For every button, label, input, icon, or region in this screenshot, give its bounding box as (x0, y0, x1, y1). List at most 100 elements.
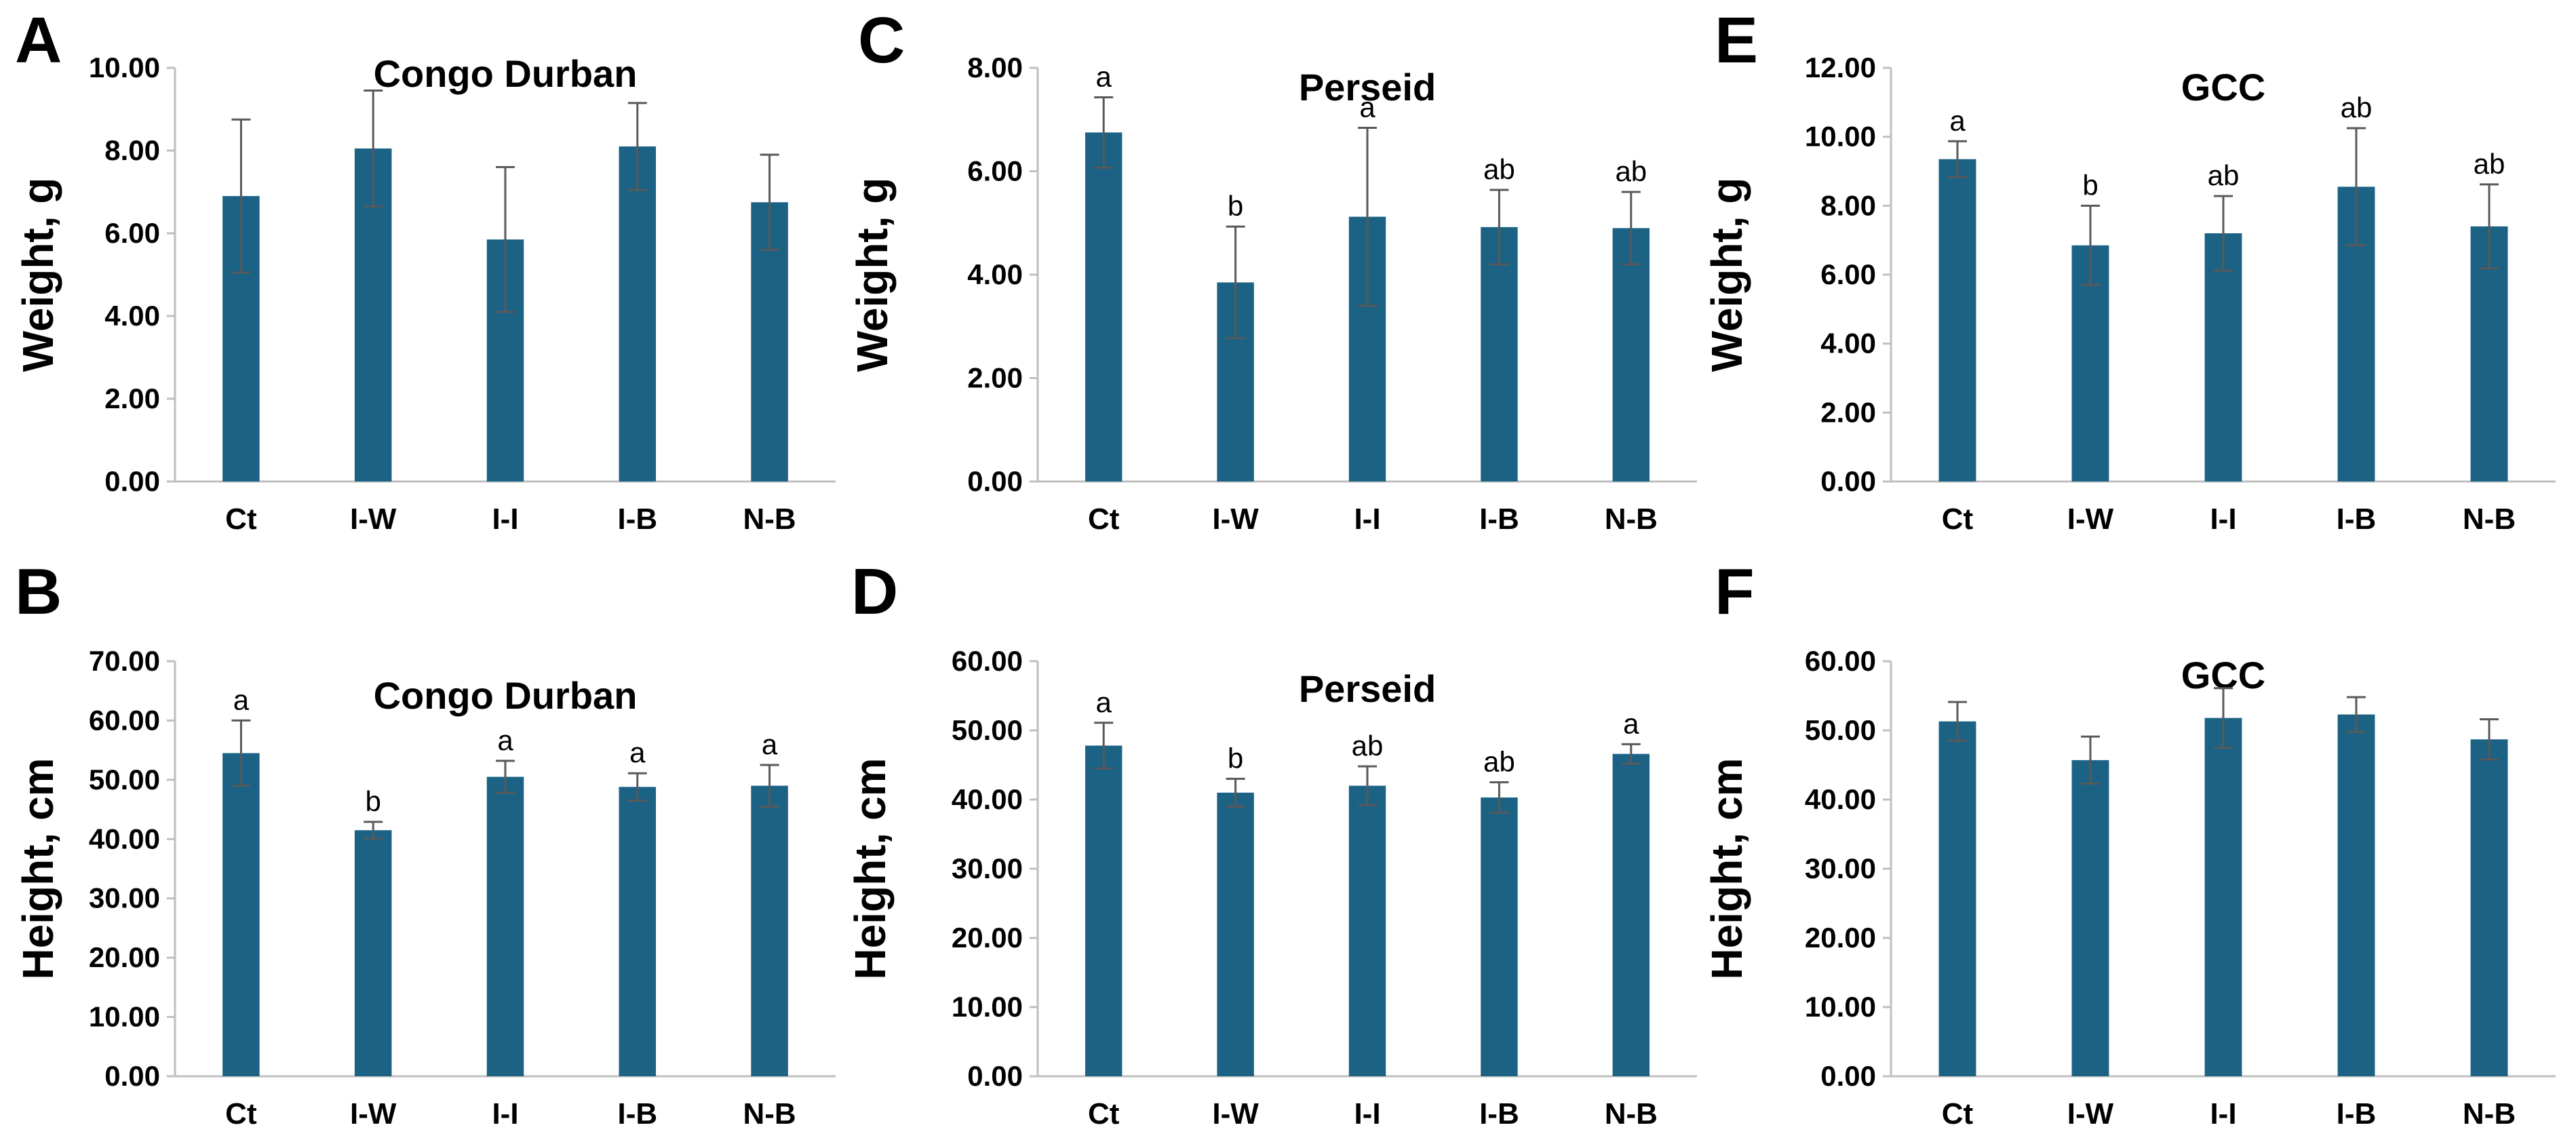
significance-label: a (629, 736, 646, 768)
chart-panel-b: B Congo Durban Height, cm 0.00 10.00 20.00 30.… (14, 555, 836, 1131)
x-tick-label: Ct (1942, 1097, 1974, 1131)
y-tick-label: 2.00 (967, 362, 1023, 394)
y-axis-label: Height, cm (846, 758, 895, 979)
panel-letter: B (15, 555, 62, 628)
y-tick-label: 30.00 (89, 882, 160, 914)
y-tick-label: 30.00 (1805, 852, 1876, 884)
y-tick-label: 10.00 (952, 991, 1023, 1023)
significance-label: a (1949, 104, 1966, 136)
y-axis-label: Height, cm (14, 758, 62, 979)
x-tick-label: N-B (2463, 1097, 2516, 1131)
y-tick-label: 12.00 (1805, 52, 1876, 83)
bar-i-b (1481, 797, 1518, 1076)
significance-label: a (497, 724, 513, 756)
panel-letter: F (1715, 555, 1755, 628)
y-tick-label: 10.00 (1805, 121, 1876, 153)
y-tick-label: 50.00 (89, 764, 160, 795)
y-tick-label: 10.00 (1805, 991, 1876, 1023)
y-tick-label: 20.00 (89, 941, 160, 973)
y-axis-label: Weight, g (848, 178, 897, 372)
bar-i-w (354, 830, 392, 1076)
y-tick-label: 6.00 (967, 155, 1023, 187)
chart-panel-c: C Perseid Weight, g 0.00 2.00 4.00 6.00 8.00 Ct a… (848, 4, 1697, 536)
x-tick-label: Ct (1088, 1097, 1120, 1131)
significance-label: ab (1483, 153, 1515, 185)
x-tick-label: I-I (2210, 1097, 2236, 1131)
y-axis-label: Height, cm (1702, 758, 1751, 979)
y-tick-label: 0.00 (1820, 465, 1876, 497)
significance-label: a (1096, 686, 1112, 718)
y-axis-label: Weight, g (1702, 178, 1751, 372)
y-axis-label: Weight, g (14, 178, 62, 372)
x-tick-label: I-I (2210, 503, 2236, 536)
chart-title: Congo Durban (374, 674, 638, 717)
y-tick-label: 2.00 (1820, 396, 1876, 428)
x-tick-label: I-B (2337, 503, 2377, 536)
significance-label: b (366, 785, 381, 817)
x-tick-label: I-B (1479, 503, 1519, 536)
y-tick-label: 60.00 (89, 704, 160, 736)
x-tick-label: I-I (492, 503, 518, 536)
y-tick-label: 0.00 (967, 1060, 1023, 1092)
x-tick-label: I-I (1354, 503, 1380, 536)
x-tick-label: I-W (2067, 1097, 2114, 1131)
bar-i-i (2204, 233, 2242, 481)
bar-i-i (2204, 718, 2242, 1076)
y-tick-label: 20.00 (952, 922, 1023, 954)
significance-label: a (762, 728, 778, 760)
chart-panel-d: D Perseid Height, cm 0.00 10.00 20.00 30.00 40.… (846, 555, 1697, 1131)
y-tick-label: 70.00 (89, 645, 160, 677)
x-tick-label: I-B (617, 1097, 657, 1131)
y-tick-label: 40.00 (1805, 783, 1876, 815)
significance-label: a (233, 684, 250, 715)
y-tick-label: 4.00 (1820, 328, 1876, 359)
significance-label: ab (2208, 159, 2240, 191)
y-tick-label: 10.00 (89, 1001, 160, 1033)
x-tick-label: I-I (1354, 1097, 1380, 1131)
x-tick-label: N-B (1605, 1097, 1658, 1131)
bar-ct (1938, 721, 1976, 1076)
x-tick-label: I-W (1212, 503, 1259, 536)
x-tick-label: I-W (1212, 1097, 1259, 1131)
bar-ct (222, 753, 260, 1076)
y-tick-label: 8.00 (967, 52, 1023, 83)
y-tick-label: 2.00 (104, 382, 160, 414)
chart-title: Congo Durban (374, 52, 638, 95)
bar-ct (1085, 132, 1123, 481)
x-tick-label: N-B (743, 503, 796, 536)
bar-i-b (1481, 227, 1518, 481)
bar-i-b (2337, 714, 2375, 1076)
x-tick-label: I-I (492, 1097, 518, 1131)
x-tick-label: Ct (225, 1097, 257, 1131)
significance-label: ab (1352, 730, 1384, 762)
y-tick-label: 0.00 (1820, 1060, 1876, 1092)
x-tick-label: N-B (743, 1097, 796, 1131)
bar-n-b (751, 785, 788, 1076)
x-tick-label: I-W (350, 503, 397, 536)
y-tick-label: 4.00 (967, 258, 1023, 290)
x-tick-label: I-B (1479, 1097, 1519, 1131)
x-tick-label: Ct (225, 503, 257, 536)
y-tick-label: 0.00 (967, 465, 1023, 497)
x-tick-label: N-B (2463, 503, 2516, 536)
y-tick-label: 40.00 (89, 823, 160, 854)
y-tick-label: 4.00 (104, 300, 160, 332)
bar-ct (1938, 159, 1976, 482)
bar-n-b (1612, 753, 1650, 1076)
bar-n-b (2470, 739, 2508, 1076)
bar-i-w (1217, 792, 1254, 1076)
significance-label: ab (2341, 92, 2373, 123)
y-tick-label: 50.00 (1805, 714, 1876, 746)
y-tick-label: 0.00 (104, 1060, 160, 1092)
bar-n-b (1612, 228, 1650, 481)
bar-i-b (619, 146, 657, 481)
chart-title: Perseid (1299, 66, 1436, 109)
y-tick-label: 6.00 (104, 217, 160, 249)
x-tick-label: I-B (617, 503, 657, 536)
y-tick-label: 10.00 (89, 52, 160, 83)
chart-title: Perseid (1299, 667, 1436, 710)
panel-letter: C (858, 4, 905, 77)
y-tick-label: 60.00 (1805, 645, 1876, 677)
y-tick-label: 20.00 (1805, 922, 1876, 954)
chart-title: GCC (2181, 66, 2265, 109)
